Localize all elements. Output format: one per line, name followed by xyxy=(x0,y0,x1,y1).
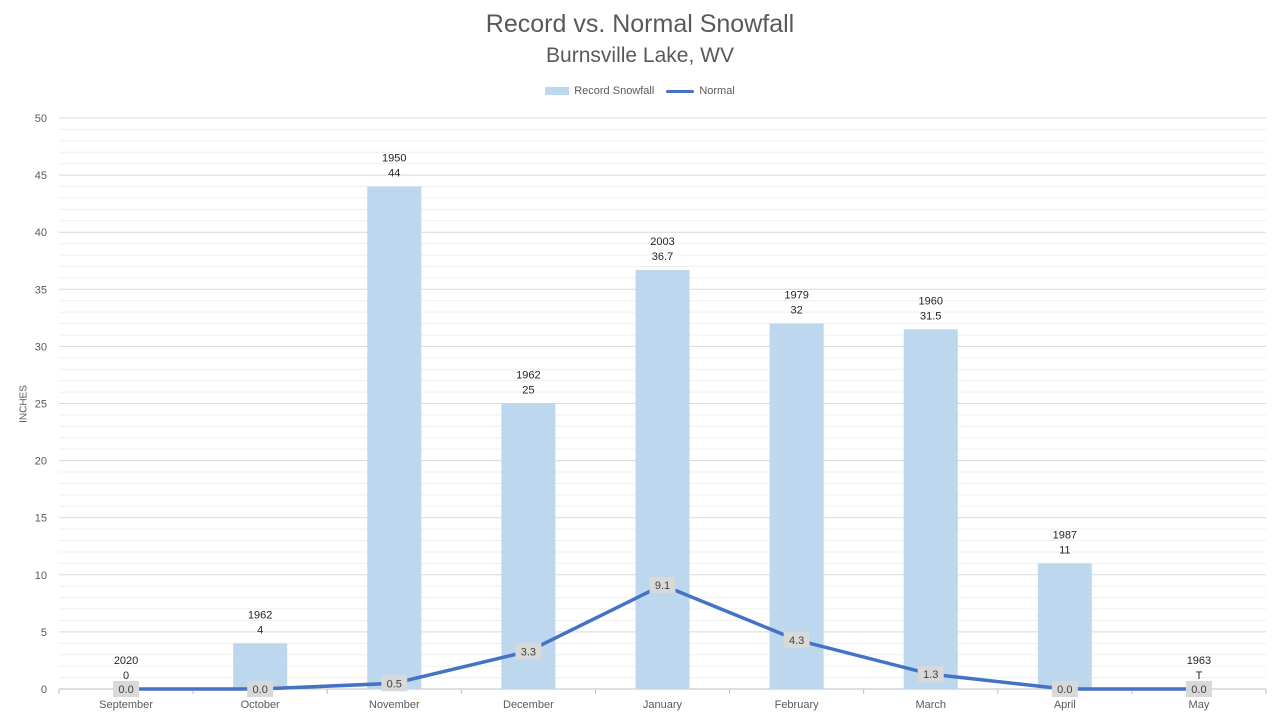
bar-value-label: 31.5 xyxy=(920,310,941,322)
record-bars xyxy=(233,186,1092,689)
y-tick-label: 30 xyxy=(35,341,47,353)
line-label-box xyxy=(113,681,140,697)
bar-year-label: 1962 xyxy=(516,370,540,382)
line-label-box xyxy=(649,577,676,594)
line-label-box xyxy=(917,666,944,683)
line-value-label: 0.0 xyxy=(118,684,133,696)
y-tick-label: 50 xyxy=(35,113,47,125)
bar-year-label: 1987 xyxy=(1053,529,1077,541)
y-tick-label: 45 xyxy=(35,170,47,182)
x-tick-label: January xyxy=(643,699,683,711)
y-tick-label: 40 xyxy=(35,227,47,239)
bar-year-label: 1963 xyxy=(1187,655,1211,667)
normal-line-labels: 0.0 0.0 0.5 3.3 9.1 4.3 1.3 0.0 0.0 xyxy=(113,577,1212,697)
legend-item-normal[interactable]: Normal xyxy=(666,85,735,97)
bar xyxy=(903,329,958,689)
x-tick-label: February xyxy=(775,699,820,711)
bar-year-label: 1950 xyxy=(382,153,406,165)
bar xyxy=(635,269,690,689)
bar-value-label: T xyxy=(1196,670,1203,682)
bar xyxy=(769,323,824,689)
line-value-label: 3.3 xyxy=(521,646,536,658)
line-label-box xyxy=(1051,681,1078,697)
bar-year-label: 1962 xyxy=(248,609,272,621)
y-tick-label: 20 xyxy=(35,456,47,468)
line-label-box xyxy=(515,643,542,660)
bar-value-label: 32 xyxy=(790,305,802,317)
bar-value-label: 25 xyxy=(522,385,534,397)
y-tick-label: 35 xyxy=(35,284,47,296)
line-value-label: 4.3 xyxy=(789,635,804,647)
bar-year-label: 1960 xyxy=(918,295,942,307)
legend-swatch-normal xyxy=(666,89,695,93)
y-tick-label: 10 xyxy=(35,570,47,582)
y-tick-label: 0 xyxy=(41,684,47,696)
line-value-label: 0.0 xyxy=(253,684,268,696)
bar-value-label: 36.7 xyxy=(652,251,673,263)
y-tick-label: 5 xyxy=(41,627,47,639)
legend: Record Snowfall Normal xyxy=(0,85,1280,97)
legend-swatch-record xyxy=(545,87,570,95)
chart-subtitle: Burnsville Lake, WV xyxy=(546,44,734,67)
line-label-box xyxy=(247,681,274,697)
record-bar-labels: 2020 0 1962 4 1950 44 1962 25 2003 36.7 1979 32 1960… xyxy=(114,153,1211,682)
chart-title: Record vs. Normal Snowfall xyxy=(485,10,795,38)
y-tick-label: 25 xyxy=(35,399,47,411)
line-label-box xyxy=(381,675,408,692)
legend-item-record[interactable]: Record Snowfall xyxy=(545,85,654,97)
bar-value-label: 0 xyxy=(123,670,129,682)
x-tick-label: April xyxy=(1054,699,1076,711)
legend-label-normal: Normal xyxy=(699,85,735,97)
line-label-box xyxy=(783,631,810,648)
bar-value-label: 11 xyxy=(1059,544,1070,556)
bar-year-label: 2003 xyxy=(650,236,674,248)
bar xyxy=(1037,563,1092,689)
line-label-box xyxy=(1185,681,1212,697)
x-tick-label: March xyxy=(915,699,946,711)
x-tick-label: December xyxy=(503,699,554,711)
line-value-label: 0.5 xyxy=(387,678,402,690)
bar xyxy=(367,186,422,689)
line-value-label: 1.3 xyxy=(923,669,938,681)
line-value-label: 0.0 xyxy=(1191,684,1206,696)
x-tick-label: November xyxy=(369,699,420,711)
x-tick-label: May xyxy=(1189,699,1210,711)
bar-value-label: 4 xyxy=(257,624,263,636)
bar-year-label: 2020 xyxy=(114,655,138,667)
bar-value-label: 44 xyxy=(388,168,400,180)
x-tick-labels: September October November December January F… xyxy=(58,689,1267,711)
line-value-label: 9.1 xyxy=(655,580,670,592)
line-value-label: 0.0 xyxy=(1057,684,1072,696)
y-tick-labels: 0 5 10 15 20 25 30 35 40 45 50 xyxy=(35,113,47,696)
x-tick-label: September xyxy=(99,699,153,711)
x-tick-label: October xyxy=(241,699,280,711)
y-tick-label: 15 xyxy=(35,513,47,525)
legend-label-record: Record Snowfall xyxy=(574,85,655,97)
bar-year-label: 1979 xyxy=(784,290,808,302)
